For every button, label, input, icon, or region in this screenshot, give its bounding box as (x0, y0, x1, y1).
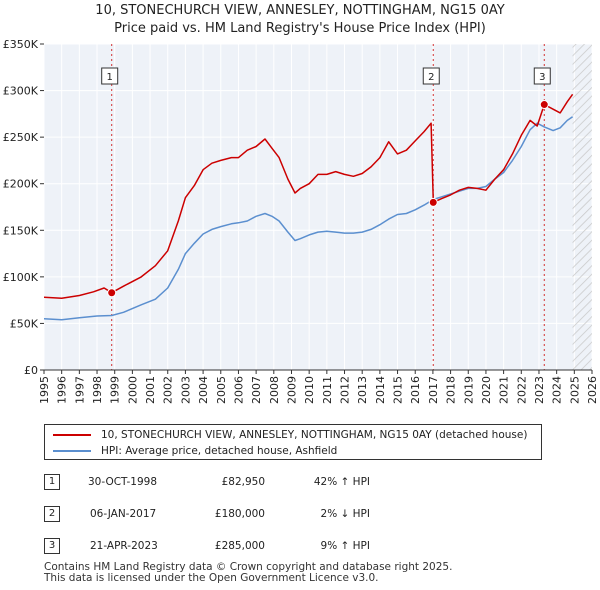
x-tick-label: 2026 (586, 376, 599, 404)
forecast-hatch (572, 44, 592, 370)
transaction-price: £180,000 (214, 508, 265, 520)
legend-swatch-hpi (53, 450, 91, 452)
series-line-hpi (44, 116, 574, 321)
x-tick-label: 2003 (179, 376, 192, 404)
x-tick-label: 1997 (73, 376, 86, 404)
x-tick-label: 2016 (409, 376, 422, 404)
x-tick-label: 1999 (109, 376, 122, 404)
y-tick-label: £50K (10, 317, 39, 330)
transaction-date: 06-JAN-2017 (90, 508, 157, 520)
x-axis: 1995 1996 1997 1998 1999 2000 2001 2002 2003 2004… (38, 369, 599, 404)
footer-licence: This data is licensed under the Open Gov… (44, 572, 379, 584)
x-tick-label: 2017 (427, 376, 440, 404)
x-tick-label: 2019 (462, 376, 475, 404)
plot-area (44, 44, 592, 370)
transaction-badge: 3 (44, 538, 60, 554)
legend-label-hpi: HPI: Average price, detached house, Ashf… (101, 445, 338, 457)
x-tick-label: 2012 (339, 376, 352, 404)
x-tick-label: 2010 (303, 376, 316, 404)
x-tick-label: 2001 (144, 376, 157, 404)
sale-label-box (422, 67, 440, 85)
x-tick-label: 2006 (232, 376, 245, 404)
x-tick-label: 1995 (38, 376, 51, 404)
sale-point (539, 100, 549, 110)
x-tick-label: 2011 (321, 376, 334, 404)
legend: 10, STONECHURCH VIEW, ANNESLEY, NOTTINGH… (44, 424, 542, 460)
y-tick-label: £200K (3, 178, 39, 191)
x-tick-label: 2000 (126, 376, 139, 404)
sale-label-box (101, 67, 119, 85)
transaction-badge: 1 (44, 474, 60, 490)
x-tick-label: 2023 (533, 376, 546, 404)
legend-item-hpi: HPI: Average price, detached house, Ashf… (53, 443, 337, 459)
sale-point (428, 197, 438, 207)
x-tick-label: 2009 (285, 376, 298, 404)
x-tick-label: 2018 (445, 376, 458, 404)
x-tick-label: 2015 (392, 376, 405, 404)
legend-label-property: 10, STONECHURCH VIEW, ANNESLEY, NOTTINGH… (101, 429, 528, 441)
x-tick-label: 2014 (374, 376, 387, 404)
transaction-hpi: 42% ↑ HPI (313, 476, 370, 488)
price-chart: 1 2 3 £0 £50K £100K £150K £200K £250K £300K £350K… (3, 38, 599, 404)
sale-label: 2 (428, 72, 434, 83)
chart-title: 10, STONECHURCH VIEW, ANNESLEY, NOTTINGH… (95, 3, 505, 18)
x-tick-label: 1998 (91, 376, 104, 404)
sale-label: 1 (107, 72, 113, 83)
chart-subtitle: Price paid vs. HM Land Registry's House … (114, 21, 486, 36)
y-tick-label: £150K (3, 224, 39, 237)
x-tick-label: 2025 (568, 376, 581, 404)
y-tick-label: £100K (3, 271, 39, 284)
x-tick-label: 2020 (480, 376, 493, 404)
sale-label-box (533, 67, 551, 85)
x-tick-label: 2008 (268, 376, 281, 404)
transaction-price: £285,000 (214, 540, 265, 552)
x-tick-label: 2022 (515, 376, 528, 404)
footer: Contains HM Land Registry data © Crown c… (44, 562, 452, 584)
legend-item-property: 10, STONECHURCH VIEW, ANNESLEY, NOTTINGH… (53, 427, 527, 443)
x-tick-label: 1996 (56, 376, 69, 404)
transaction-price: £82,950 (221, 476, 265, 488)
sale-points (107, 100, 549, 298)
x-tick-label: 2021 (498, 376, 511, 404)
y-tick-label: £350K (3, 38, 39, 51)
x-tick-label: 2005 (215, 376, 228, 404)
grid (43, 43, 593, 371)
y-axis: £0 £50K £100K £150K £200K £250K £300K £350K (3, 38, 44, 377)
y-tick-label: £250K (3, 131, 39, 144)
transaction-hpi: 9% ↑ HPI (320, 540, 370, 552)
x-tick-label: 2004 (197, 376, 210, 404)
y-tick-label: £300K (3, 85, 39, 98)
x-tick-label: 2002 (162, 376, 175, 404)
series (44, 93, 574, 321)
sale-point (107, 288, 117, 298)
series-line-property (44, 93, 574, 300)
legend-swatch-property (53, 434, 91, 436)
transaction-hpi: 2% ↓ HPI (320, 508, 370, 520)
transaction-date: 21-APR-2023 (90, 540, 158, 552)
transaction-badge: 2 (44, 506, 60, 522)
y-tick-label: £0 (24, 364, 38, 377)
transaction-date: 30-OCT-1998 (88, 476, 157, 488)
x-tick-label: 2024 (551, 376, 564, 404)
footer-copyright: Contains HM Land Registry data © Crown c… (44, 561, 453, 573)
sale-label: 3 (539, 72, 545, 83)
x-tick-label: 2013 (356, 376, 369, 404)
x-tick-label: 2007 (250, 376, 263, 404)
